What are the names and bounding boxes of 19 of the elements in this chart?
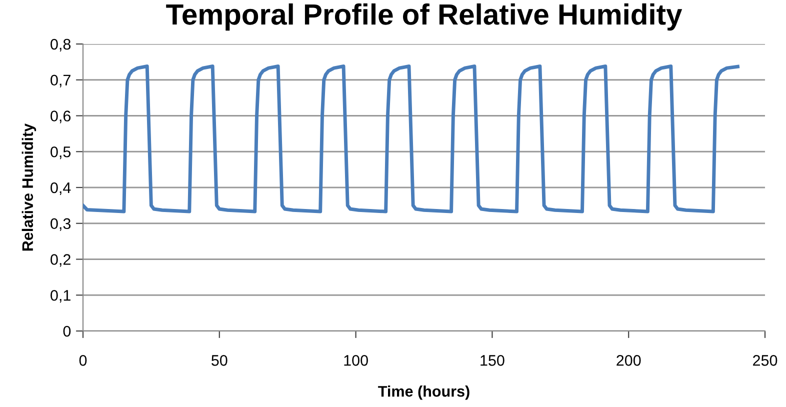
y-tick-label: 0,4 bbox=[50, 182, 71, 195]
x-tick-label: 50 bbox=[212, 355, 228, 366]
x-axis-title: Time (hours) bbox=[378, 386, 470, 400]
y-axis-title: Relative Humidity bbox=[22, 123, 36, 251]
x-tick-label: 150 bbox=[480, 355, 504, 366]
y-tick-label: 0,3 bbox=[50, 218, 71, 231]
y-tick-label: 0,5 bbox=[50, 146, 71, 160]
chart-title: Temporal Profile of Relative Humidity bbox=[166, 3, 682, 31]
y-tick-label: 0,6 bbox=[50, 110, 71, 124]
y-tick-label: 0,7 bbox=[50, 74, 70, 88]
x-tick-label: 200 bbox=[616, 355, 641, 366]
y-tick-label: 0,1 bbox=[50, 290, 70, 303]
y-tick-label: 0 bbox=[63, 326, 71, 337]
x-tick-label: 0 bbox=[79, 355, 87, 366]
y-tick-label: 0,2 bbox=[50, 254, 70, 267]
line-series bbox=[83, 64, 740, 214]
x-tick-label: 100 bbox=[344, 355, 368, 366]
y-tick-label: 0,8 bbox=[50, 38, 71, 52]
x-tick-label: 250 bbox=[753, 355, 778, 366]
